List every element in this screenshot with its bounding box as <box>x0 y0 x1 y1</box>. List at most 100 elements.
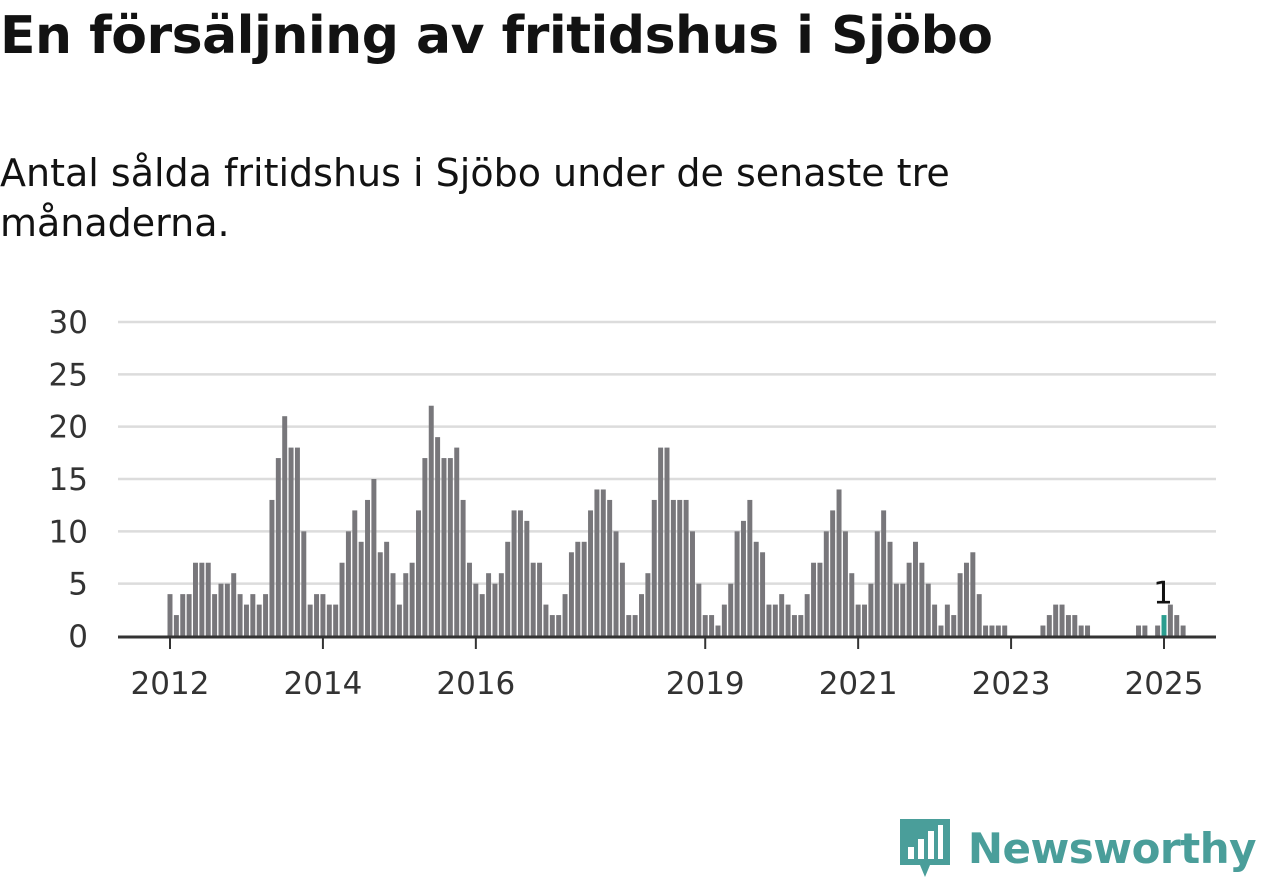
bar <box>709 615 715 636</box>
bar <box>352 510 358 636</box>
bar <box>1072 615 1078 636</box>
bar <box>779 594 785 636</box>
y-tick-label: 10 <box>49 514 88 550</box>
y-tick-label: 30 <box>49 305 88 341</box>
bar <box>906 562 912 636</box>
bar <box>804 594 810 636</box>
bar <box>275 458 281 636</box>
bar <box>167 594 173 636</box>
bar <box>416 510 421 636</box>
bar <box>677 499 683 636</box>
bar <box>180 594 186 636</box>
bar <box>243 604 249 636</box>
x-tick-label: 2019 <box>666 666 745 702</box>
bar <box>345 531 351 636</box>
bar <box>479 594 485 636</box>
bar <box>887 541 893 636</box>
bar <box>1059 604 1065 636</box>
bar <box>314 594 320 636</box>
bar <box>791 615 797 636</box>
bar <box>454 447 460 636</box>
bar <box>862 604 868 636</box>
bar <box>811 562 817 636</box>
bar <box>473 583 479 636</box>
bar <box>766 604 772 636</box>
bar <box>976 594 982 636</box>
bar <box>849 573 855 636</box>
x-tick-label: 2016 <box>436 666 515 702</box>
bar <box>913 541 918 636</box>
bar <box>683 499 689 636</box>
y-tick-label: 5 <box>68 567 88 603</box>
bar <box>498 573 504 636</box>
chart-title: En försäljning av fritidshus i Sjöbo <box>0 6 993 66</box>
newsworthy-chart-logo-icon <box>899 819 950 877</box>
bar <box>517 510 523 636</box>
bar <box>1085 625 1091 636</box>
bar <box>963 562 969 636</box>
bar <box>1174 615 1180 636</box>
bar <box>823 531 829 636</box>
bar <box>760 552 766 636</box>
bar <box>1040 625 1046 636</box>
bar <box>492 583 498 636</box>
x-tick-label: 2025 <box>1125 666 1204 702</box>
bar <box>486 573 492 636</box>
bars <box>167 405 1186 636</box>
bar <box>231 573 237 636</box>
bar <box>371 479 377 636</box>
bar <box>511 510 517 636</box>
bar <box>753 541 759 636</box>
bar <box>256 604 262 636</box>
bar <box>333 604 339 636</box>
bar <box>938 625 944 636</box>
bar <box>549 615 555 636</box>
bar <box>715 625 721 636</box>
bar <box>721 604 727 636</box>
bar <box>632 615 638 636</box>
bar <box>1155 625 1161 636</box>
bar <box>740 520 746 636</box>
y-tick-label: 20 <box>49 410 88 446</box>
bar <box>575 541 581 636</box>
bar <box>1046 615 1052 636</box>
bar <box>447 458 453 636</box>
bar <box>326 604 332 636</box>
bar <box>358 541 364 636</box>
bar <box>556 615 562 636</box>
y-tick-label: 0 <box>68 619 88 655</box>
bar <box>830 510 836 636</box>
bar <box>970 552 976 636</box>
bar <box>294 447 300 636</box>
annotations: 1 <box>1153 576 1173 612</box>
bar <box>1065 615 1071 636</box>
bar <box>868 583 874 636</box>
bar <box>588 510 594 636</box>
bar <box>785 604 791 636</box>
bar <box>224 583 230 636</box>
bar <box>874 531 880 636</box>
bar <box>524 520 530 636</box>
bar <box>651 499 657 636</box>
bar <box>836 489 842 636</box>
x-tick-label: 2023 <box>972 666 1051 702</box>
bar <box>951 615 957 636</box>
bar <box>409 562 415 636</box>
bar <box>505 541 511 636</box>
bar <box>670 499 676 636</box>
bar <box>989 625 995 636</box>
bar <box>1142 625 1148 636</box>
bar <box>734 531 740 636</box>
bar <box>925 583 931 636</box>
highlight-bar <box>1161 615 1167 636</box>
bar <box>1002 625 1008 636</box>
bar <box>205 562 211 636</box>
bar <box>212 594 218 636</box>
bar <box>658 447 664 636</box>
bar <box>377 552 383 636</box>
bar <box>607 499 613 636</box>
bar <box>193 562 198 636</box>
bar <box>186 594 192 636</box>
bar <box>237 594 243 636</box>
